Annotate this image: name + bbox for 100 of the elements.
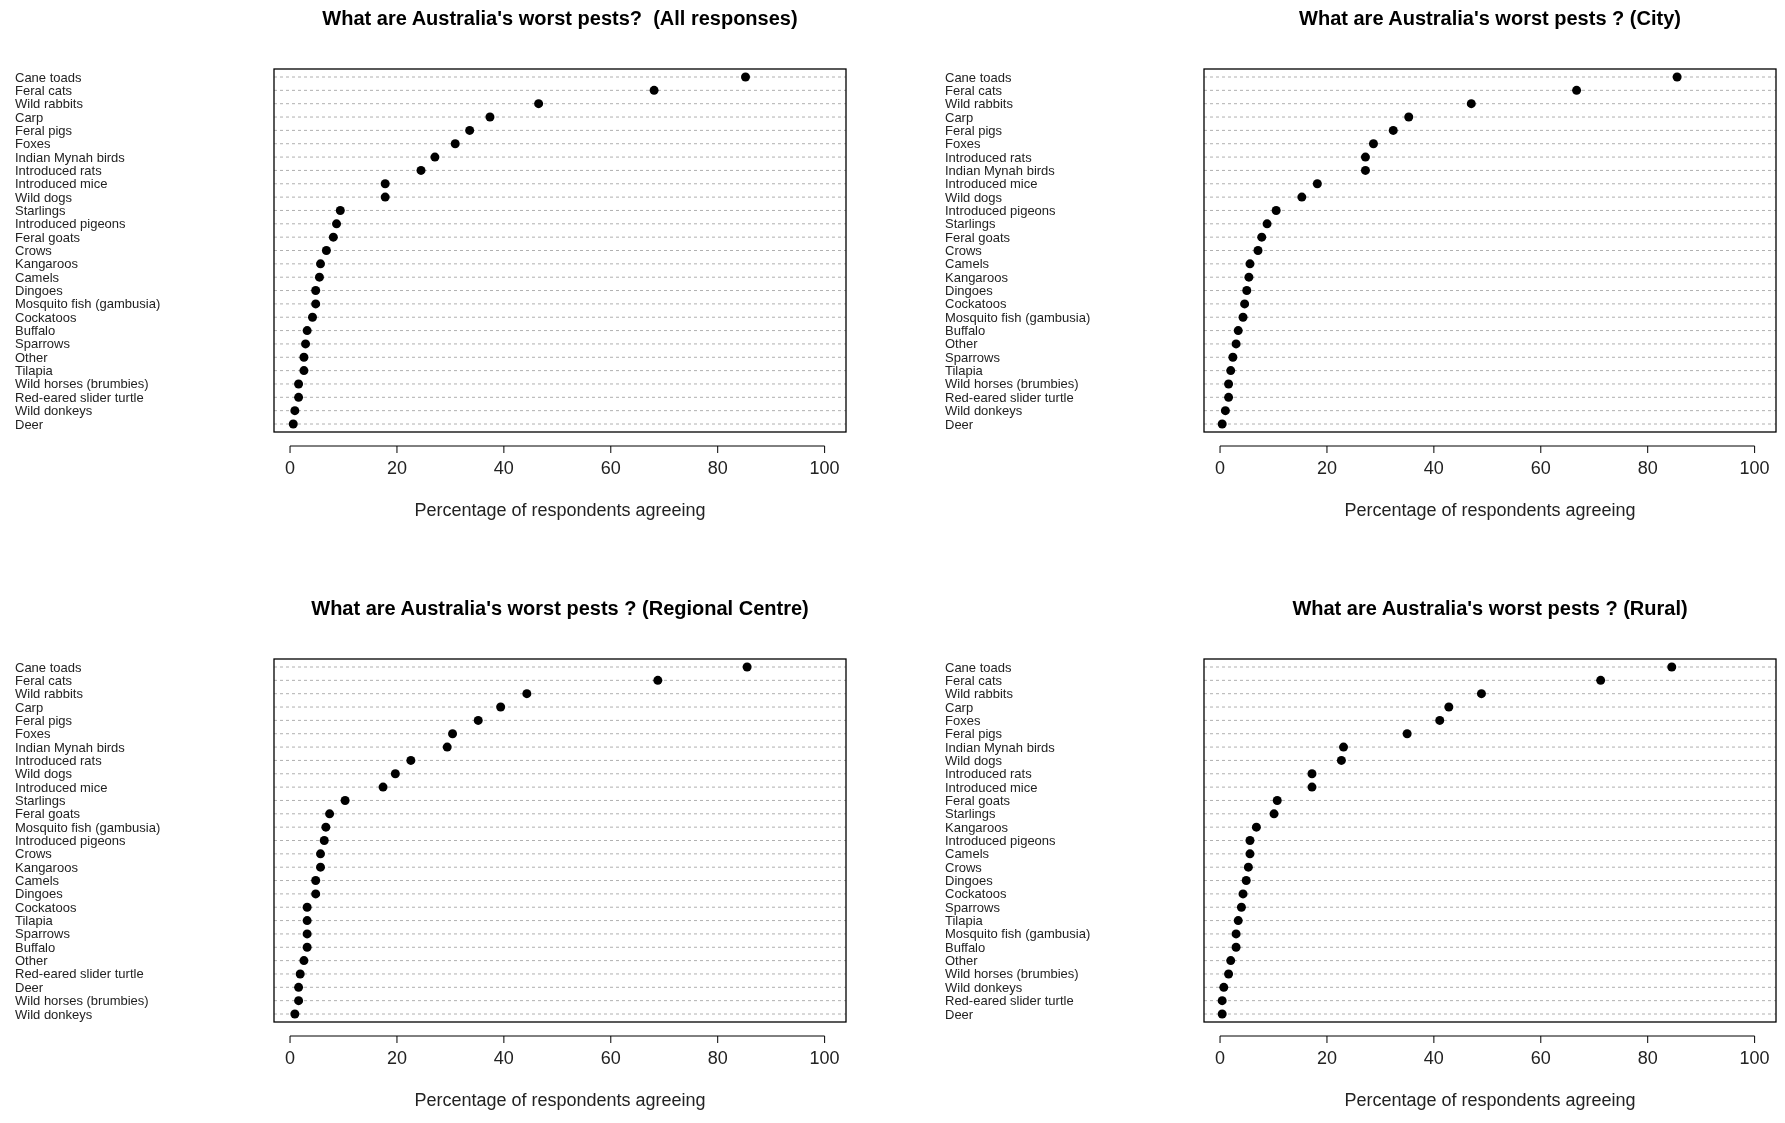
x-tick-label: 100 xyxy=(1739,458,1770,478)
x-tick-label: 40 xyxy=(493,1048,514,1068)
y-tick-label: Feral goats xyxy=(15,229,81,245)
y-tick-label: Mosquito fish (gambusia) xyxy=(945,309,1091,325)
point xyxy=(1388,125,1398,135)
point xyxy=(448,729,458,739)
y-tick-label: Camels xyxy=(15,873,60,889)
y-tick-label: Other xyxy=(15,953,49,969)
point xyxy=(328,232,338,242)
y-tick-label: Sparrows xyxy=(15,336,71,352)
y-tick-label: Feral cats xyxy=(945,672,1003,688)
y-tick-label: Camels xyxy=(945,846,990,862)
point xyxy=(378,782,388,792)
point xyxy=(1238,889,1248,899)
y-tick-label: Starlings xyxy=(945,806,997,822)
point xyxy=(1312,179,1322,189)
point xyxy=(390,769,400,779)
y-tick-label: Feral goats xyxy=(945,792,1011,808)
y-tick-label: Foxes xyxy=(945,712,981,728)
y-tick-label: Carp xyxy=(15,109,44,125)
y-tick-label: Sparrows xyxy=(945,899,1001,915)
point xyxy=(307,312,317,322)
point xyxy=(294,982,304,992)
y-tick-label: Other xyxy=(945,336,979,352)
point xyxy=(1667,662,1677,672)
point xyxy=(741,72,750,82)
point xyxy=(1226,956,1236,966)
point xyxy=(1217,996,1227,1006)
point xyxy=(314,272,324,282)
point xyxy=(311,889,321,899)
y-tick-label: Buffalo xyxy=(15,323,56,339)
y-tick-label: Cane toads xyxy=(15,659,82,675)
point xyxy=(1253,246,1263,255)
point xyxy=(1233,326,1243,336)
point xyxy=(1224,379,1234,389)
y-tick-label: Cane toads xyxy=(945,659,1012,675)
y-tick-label: Introduced mice xyxy=(15,176,108,192)
point xyxy=(1245,849,1255,859)
point xyxy=(1231,942,1241,952)
y-tick-label: Introduced mice xyxy=(945,779,1038,795)
point xyxy=(465,125,475,135)
point xyxy=(473,715,483,725)
y-tick-label: Feral pigs xyxy=(945,122,1003,138)
point xyxy=(321,822,331,832)
point xyxy=(299,366,309,376)
point xyxy=(1242,286,1252,296)
point xyxy=(288,419,298,429)
y-tick-label: Tilapia xyxy=(15,913,54,929)
point xyxy=(1224,392,1234,402)
point xyxy=(1307,782,1317,792)
point xyxy=(1307,769,1317,779)
y-tick-label: Carp xyxy=(15,699,44,715)
point xyxy=(1257,232,1267,242)
y-tick-label: Wild dogs xyxy=(15,766,73,782)
x-tick-label: 60 xyxy=(1530,458,1551,478)
x-tick-label: 0 xyxy=(285,1048,296,1068)
point xyxy=(1236,902,1246,912)
y-tick-label: Wild donkeys xyxy=(945,403,1023,419)
point xyxy=(1245,259,1255,269)
point xyxy=(1360,165,1370,175)
y-tick-label: Tilapia xyxy=(15,363,54,379)
point xyxy=(302,916,312,926)
y-tick-label: Introduced pigeons xyxy=(15,833,127,848)
point xyxy=(316,862,326,872)
point xyxy=(316,849,326,859)
y-tick-label: Deer xyxy=(945,1006,974,1022)
y-tick-label: Indian Mynah birds xyxy=(15,739,126,755)
x-tick-label: 80 xyxy=(1637,1048,1658,1068)
y-tick-label: Feral pigs xyxy=(15,712,73,728)
point xyxy=(649,85,659,95)
point xyxy=(1297,192,1307,202)
x-tick-label: 40 xyxy=(1423,1048,1444,1068)
y-tick-label: Wild rabbits xyxy=(945,96,1014,112)
point xyxy=(290,406,300,416)
point xyxy=(325,809,335,819)
y-tick-label: Wild rabbits xyxy=(15,96,84,112)
y-tick-label: Carp xyxy=(945,109,974,125)
x-tick-label: 60 xyxy=(1530,1048,1551,1068)
x-tick-label: 20 xyxy=(386,1048,407,1068)
y-tick-label: Dingoes xyxy=(945,873,994,889)
point xyxy=(1672,72,1682,82)
point xyxy=(1368,139,1378,149)
point xyxy=(311,299,321,309)
y-tick-label: Introduced pigeons xyxy=(15,216,127,232)
point xyxy=(1339,742,1349,752)
chart-title: What are Australia's worst pests ? (Regional Centre) xyxy=(311,597,809,619)
x-tick-label: 100 xyxy=(809,458,840,478)
y-tick-label: Cane toads xyxy=(945,69,1012,85)
point xyxy=(299,352,309,362)
chart-title: What are Australia's worst pests? (All responses) xyxy=(322,7,798,29)
y-tick-label: Feral cats xyxy=(945,82,1003,98)
y-tick-label: Tilapia xyxy=(945,363,984,379)
point xyxy=(1224,969,1234,979)
point xyxy=(653,675,663,685)
y-tick-label: Indian Mynah birds xyxy=(15,149,126,165)
y-tick-label: Wild horses (brumbies) xyxy=(15,993,149,1009)
y-tick-label: Wild dogs xyxy=(15,189,73,205)
chart-title: What are Australia's worst pests ? (Rural) xyxy=(1292,597,1688,619)
point xyxy=(1231,339,1241,349)
point xyxy=(294,996,304,1006)
